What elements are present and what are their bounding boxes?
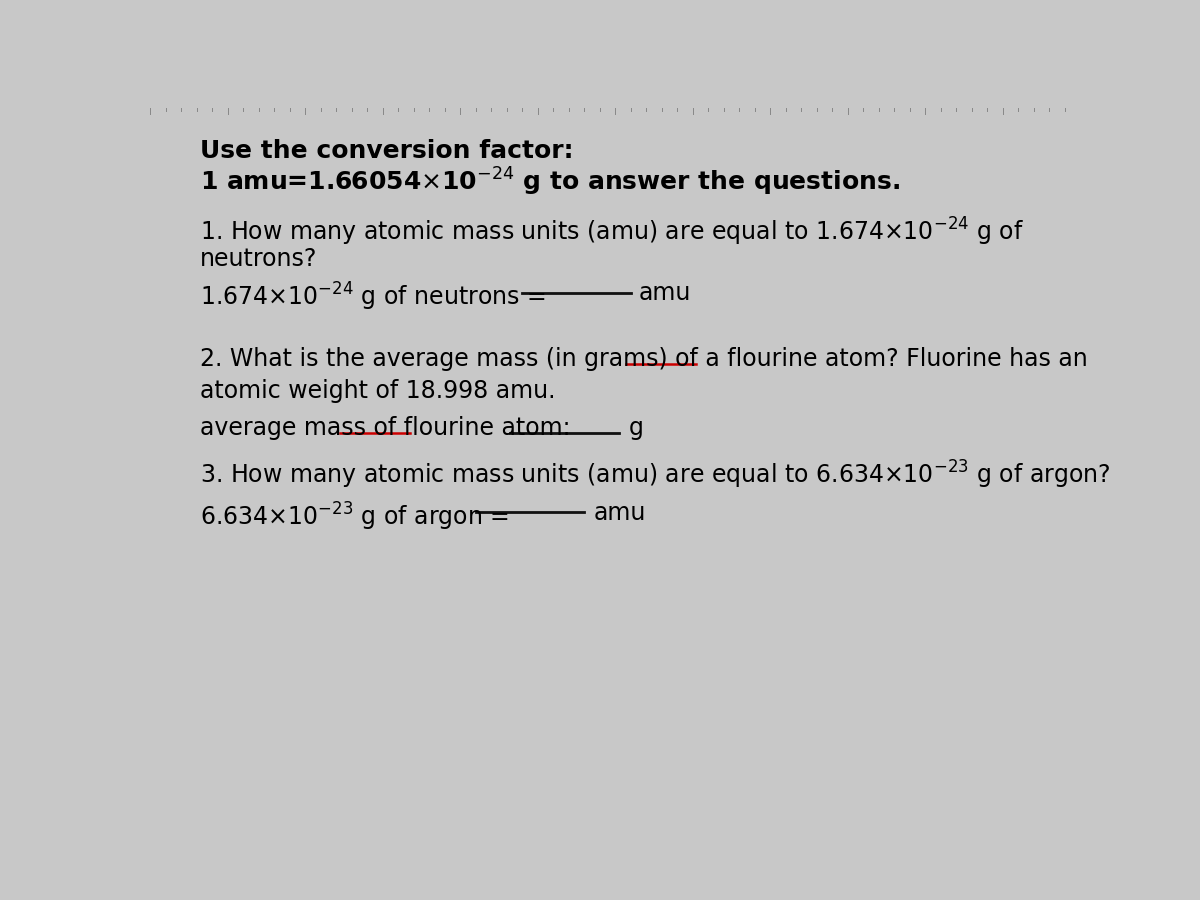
Text: amu: amu [593, 500, 646, 525]
Text: average mass of flourine atom:: average mass of flourine atom: [200, 416, 571, 440]
Text: atomic weight of 18.998 amu.: atomic weight of 18.998 amu. [200, 379, 556, 403]
Text: g: g [629, 416, 644, 440]
Text: 1. How many atomic mass units (amu) are equal to 1.674$\times$10$^{-24}$ g of: 1. How many atomic mass units (amu) are … [200, 216, 1025, 248]
Text: 1.674$\times$10$^{-24}$ g of neutrons =: 1.674$\times$10$^{-24}$ g of neutrons = [200, 281, 546, 313]
Text: 3. How many atomic mass units (amu) are equal to 6.634$\times$10$^{-23}$ g of ar: 3. How many atomic mass units (amu) are … [200, 458, 1111, 491]
Text: 2. What is the average mass (in grams) of a flourine atom? Fluorine has an: 2. What is the average mass (in grams) o… [200, 346, 1088, 371]
Text: neutrons?: neutrons? [200, 247, 318, 271]
Text: 6.634$\times$10$^{-23}$ g of argon =: 6.634$\times$10$^{-23}$ g of argon = [200, 500, 509, 533]
Text: amu: amu [638, 281, 691, 305]
Text: 1 amu=1.66054$\times$10$^{-24}$ g to answer the questions.: 1 amu=1.66054$\times$10$^{-24}$ g to ans… [200, 166, 900, 198]
Text: Use the conversion factor:: Use the conversion factor: [200, 139, 574, 163]
